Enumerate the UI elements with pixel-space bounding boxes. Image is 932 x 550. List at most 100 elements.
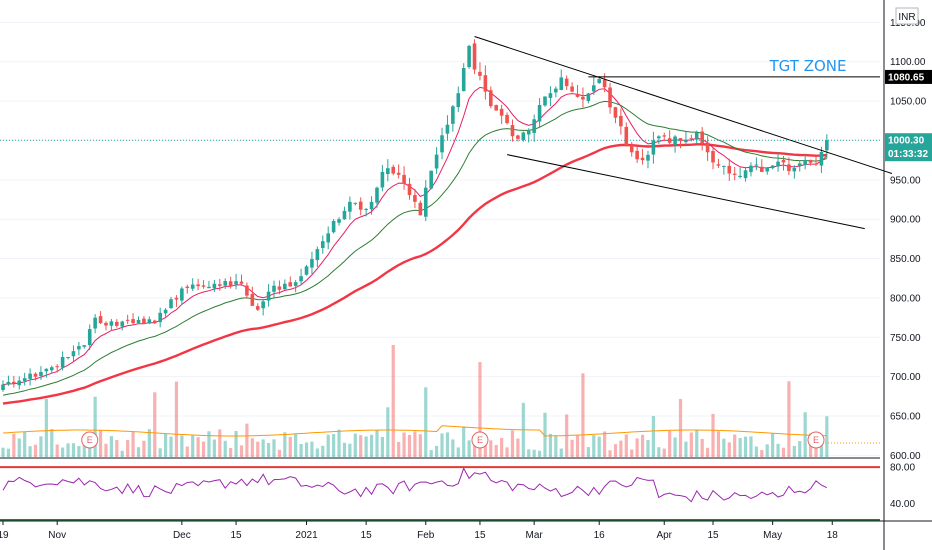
candle-body-1 — [6, 381, 11, 385]
volume-bar-141 — [765, 444, 769, 457]
volume-bar-13 — [71, 443, 76, 457]
volume-bar-2 — [12, 433, 16, 457]
volume-bar-100 — [543, 412, 547, 457]
candle-body-54 — [293, 282, 298, 286]
y-tick-label-9: 700.00 — [890, 372, 921, 383]
volume-bar-12 — [66, 443, 70, 457]
candle-body-79 — [429, 170, 433, 189]
candle-body-98 — [532, 119, 536, 133]
candle-body-42 — [228, 281, 233, 287]
volume-bar-40 — [218, 429, 222, 457]
volume-bar-145 — [787, 381, 791, 457]
volume-bar-60 — [326, 434, 330, 457]
volume-bar-77 — [418, 434, 422, 457]
x-tick-label-11: 15 — [707, 530, 719, 541]
x-tick-label-1: Nov — [48, 530, 66, 541]
volume-bar-19 — [104, 443, 108, 457]
volume-bar-128 — [695, 430, 699, 457]
candle-body-9 — [49, 367, 54, 371]
volume-bar-122 — [662, 448, 666, 457]
volume-bar-16 — [88, 441, 92, 457]
y-tick-label-10: 650.00 — [890, 412, 921, 423]
candle-body-150 — [814, 163, 818, 165]
volume-bar-125 — [678, 399, 683, 457]
drawn-lines — [0, 36, 893, 444]
candle-body-117 — [635, 150, 639, 160]
candle-body-55 — [299, 276, 303, 282]
volume-bar-32 — [174, 381, 179, 457]
volume-bar-9 — [50, 429, 54, 457]
target-price-tag-box — [885, 69, 932, 84]
volume-bar-27 — [147, 429, 151, 457]
target-price-tag: 1080.65 — [888, 72, 925, 83]
candle-body-24 — [131, 319, 135, 324]
candle-body-0 — [1, 384, 5, 390]
volume-bar-24 — [131, 431, 135, 457]
volume-bar-64 — [348, 443, 352, 457]
candle-body-116 — [629, 145, 634, 153]
volume-bar-105 — [570, 439, 574, 457]
candle-body-87 — [472, 43, 477, 70]
volume-bar-68 — [369, 434, 374, 457]
volume-bar-1 — [6, 448, 11, 457]
earnings-marker-0 — [81, 431, 99, 449]
volume-bar-66 — [359, 435, 363, 457]
earnings-marker-label-2: E — [813, 435, 819, 445]
candle-body-109 — [591, 85, 596, 92]
candle-body-51 — [277, 286, 282, 290]
volume-bar-3 — [17, 438, 21, 457]
rsi-tick-label-1: 40.00 — [890, 499, 915, 510]
volume-bar-82 — [445, 432, 450, 457]
volume-bar-67 — [364, 436, 368, 457]
candle-body-89 — [483, 75, 488, 92]
volume-bar-6 — [33, 444, 38, 457]
candle-body-149 — [808, 159, 813, 163]
volume-bar-86 — [467, 440, 471, 457]
volume-bar-107 — [581, 373, 585, 457]
candle-body-85 — [461, 67, 466, 92]
candle-body-30 — [163, 309, 168, 314]
volume-bar-123 — [668, 430, 672, 457]
volume-bar-106 — [575, 434, 580, 457]
volume-bar-87 — [472, 439, 477, 457]
volume-bar-49 — [266, 442, 271, 457]
candle-body-3 — [17, 380, 22, 386]
candle-body-23 — [125, 319, 130, 321]
volume-bar-10 — [55, 444, 59, 457]
volume-bar-83 — [451, 439, 455, 457]
volume-bar-97 — [527, 449, 531, 457]
candle-body-60 — [326, 233, 330, 243]
volume-bar-15 — [82, 437, 86, 457]
ema-slow-line — [2, 100, 827, 396]
volume-bar-78 — [424, 387, 428, 457]
candle-body-20 — [109, 321, 114, 326]
volume-bar-131 — [711, 413, 715, 457]
candle-body-15 — [82, 345, 87, 347]
candle-body-148 — [803, 160, 807, 165]
candle-body-7 — [39, 371, 43, 377]
candle-body-2 — [12, 381, 16, 384]
candle-body-64 — [348, 201, 352, 212]
channel-upper-line — [474, 36, 893, 174]
volume-bar-69 — [375, 430, 379, 457]
candle-body-72 — [391, 166, 396, 174]
candle-body-135 — [732, 173, 737, 175]
candle-body-8 — [44, 368, 49, 372]
candle-body-10 — [55, 366, 59, 368]
candle-body-32 — [174, 297, 179, 300]
x-tick-label-12: May — [763, 530, 782, 541]
candle-body-71 — [386, 168, 390, 175]
volume-bar-119 — [646, 440, 650, 457]
x-tick-label-7: 15 — [474, 530, 486, 541]
volume-bar-51 — [277, 449, 282, 457]
volume-bar-63 — [342, 442, 347, 457]
candle-body-25 — [136, 319, 141, 324]
candle-body-131 — [711, 151, 715, 163]
volume-bar-130 — [706, 447, 710, 457]
candle-body-86 — [467, 45, 471, 68]
candle-body-16 — [87, 329, 92, 346]
candle-body-137 — [743, 170, 748, 179]
candle-body-75 — [407, 183, 412, 196]
volume-bar-4 — [23, 431, 27, 457]
